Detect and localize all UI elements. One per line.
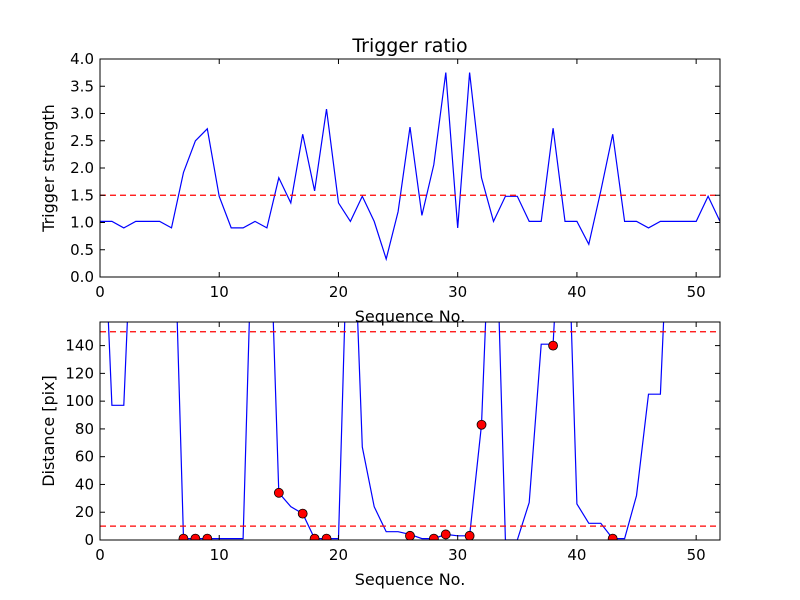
data-point-marker bbox=[321, 533, 332, 540]
data-point-marker bbox=[428, 533, 439, 540]
plot-area bbox=[100, 72, 720, 262]
data-point-marker bbox=[202, 533, 213, 540]
y-axis-title: Trigger strength bbox=[39, 104, 58, 233]
data-point-marker bbox=[440, 529, 451, 540]
x-tick-label: 40 bbox=[567, 546, 586, 564]
data-point-marker bbox=[273, 487, 284, 498]
x-tick-label: 10 bbox=[210, 546, 229, 564]
axes-frame bbox=[99, 58, 721, 278]
x-tick-label: 20 bbox=[329, 283, 348, 301]
y-tick-label: 0 bbox=[84, 531, 94, 549]
y-tick-label: 3.5 bbox=[70, 77, 94, 95]
y-tick-label: 3.0 bbox=[70, 105, 94, 123]
y-tick-label: 0.0 bbox=[70, 268, 94, 286]
x-tick-label: 10 bbox=[210, 283, 229, 301]
y-tick-label: 1.0 bbox=[70, 214, 94, 232]
y-tick-label: 4.0 bbox=[70, 50, 94, 68]
x-tick-label: 40 bbox=[567, 283, 586, 301]
data-point-marker bbox=[405, 530, 415, 540]
axes-frame bbox=[99, 321, 721, 541]
data-point-marker bbox=[178, 533, 189, 540]
x-tick-label: 30 bbox=[448, 283, 467, 301]
data-point-marker bbox=[309, 533, 320, 540]
x-tick-label: 0 bbox=[95, 283, 105, 301]
x-tick-label: 0 bbox=[95, 546, 105, 564]
data-point-marker bbox=[548, 340, 558, 351]
y-tick-label: 40 bbox=[75, 475, 94, 493]
x-tick-label: 30 bbox=[448, 546, 467, 564]
x-axis-title: Sequence No. bbox=[355, 570, 466, 589]
y-tick-label: 60 bbox=[75, 448, 94, 466]
plot-area bbox=[100, 322, 720, 540]
data-point-marker bbox=[297, 508, 308, 519]
trigger-ratio-panel: 0 10 20 30 40 50 0.0 0.5 1.0 1.5 2.0 2.5 3.0 3.5 4.0 Se… bbox=[39, 35, 721, 326]
x-tick-label: 20 bbox=[329, 546, 348, 564]
distance-panel: 0 10 20 30 40 50 0 20 40 60 80 100 120 140 Sequence No… bbox=[39, 321, 721, 589]
x-tick-label: 50 bbox=[687, 546, 706, 564]
chart-title: Trigger ratio bbox=[351, 35, 467, 57]
y-tick-label: 20 bbox=[75, 503, 94, 521]
y-tick-label: 120 bbox=[65, 364, 94, 382]
y-tick-label: 0.5 bbox=[70, 241, 94, 259]
data-point-marker bbox=[607, 533, 618, 540]
data-point-marker bbox=[190, 533, 201, 540]
y-tick-label: 80 bbox=[75, 420, 94, 438]
data-point-marker bbox=[476, 419, 487, 430]
y-tick-label: 1.5 bbox=[70, 186, 94, 204]
y-tick-label: 2.5 bbox=[70, 132, 94, 150]
x-axis-title: Sequence No. bbox=[355, 307, 466, 326]
y-axis-title: Distance [pix] bbox=[39, 375, 58, 487]
y-tick-label: 2.0 bbox=[70, 159, 94, 177]
data-point-marker bbox=[464, 530, 475, 540]
y-tick-label: 100 bbox=[65, 392, 94, 410]
series-line bbox=[100, 72, 720, 262]
x-tick-label: 50 bbox=[687, 283, 706, 301]
y-tick-label: 140 bbox=[65, 337, 94, 355]
